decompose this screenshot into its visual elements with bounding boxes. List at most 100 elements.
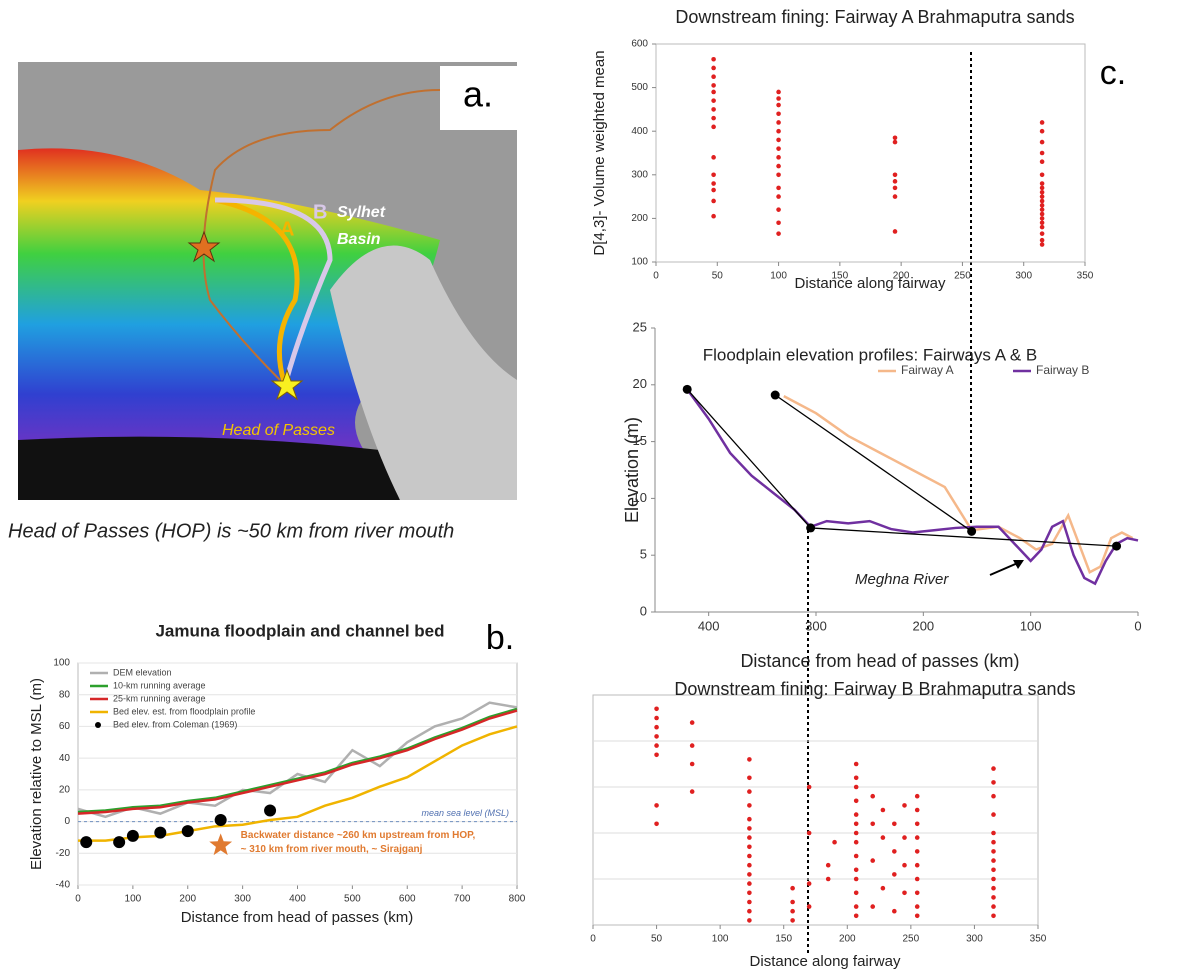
point [892, 849, 897, 854]
map-sea [18, 436, 400, 500]
x-tick-label: 200 [912, 619, 934, 634]
point [711, 155, 716, 160]
note: Backwater distance ~260 km upstream from… [241, 830, 476, 841]
point [747, 775, 752, 781]
point [914, 890, 920, 896]
point [654, 715, 659, 721]
point [902, 862, 907, 868]
point [853, 775, 859, 781]
legend-label: Bed elev. from Coleman (1969) [113, 719, 237, 729]
point [825, 876, 831, 882]
point [770, 390, 780, 400]
point [853, 890, 859, 896]
point [682, 384, 692, 394]
point [892, 229, 898, 234]
point [991, 812, 996, 817]
point [892, 172, 898, 178]
point [853, 784, 859, 790]
point [711, 213, 716, 219]
point [1039, 211, 1045, 217]
point [1039, 172, 1045, 178]
point [776, 163, 781, 169]
point [747, 908, 752, 914]
y-tick-label: 200 [631, 213, 648, 224]
point [870, 793, 876, 799]
panel-label: b. [486, 619, 514, 657]
x-tick-label: 300 [805, 619, 827, 634]
point [914, 904, 920, 909]
chart: Downstream fining: Fairway A Brahmaputra… [591, 7, 1126, 292]
point [689, 761, 695, 767]
point [870, 904, 876, 909]
point [853, 913, 859, 919]
y-tick-label: 15 [633, 433, 647, 448]
point [1039, 220, 1045, 226]
point [711, 89, 716, 95]
point [991, 885, 996, 891]
y-tick-label: -20 [56, 848, 71, 859]
point [747, 816, 752, 822]
x-axis-label: Distance from head of passes (km) [181, 909, 414, 926]
basin-label: Basin [337, 231, 381, 248]
point [711, 124, 716, 130]
legend-label: DEM elevation [113, 667, 172, 677]
point [1039, 159, 1045, 165]
point [991, 904, 996, 909]
x-tick-label: 0 [75, 894, 81, 905]
point [747, 835, 752, 840]
x-tick-label: 100 [712, 934, 729, 945]
x-tick-label: 600 [399, 894, 416, 905]
panel-label: c. [1100, 54, 1126, 92]
point [654, 724, 659, 730]
point [892, 185, 898, 191]
point [1039, 128, 1045, 134]
x-tick-label: 150 [832, 271, 849, 282]
x-tick-label: 250 [954, 271, 971, 282]
msl-label: mean sea level (MSL) [421, 808, 509, 818]
point [880, 885, 886, 891]
point [654, 752, 659, 758]
point [776, 111, 781, 117]
point [1039, 203, 1045, 208]
point [892, 908, 897, 914]
x-tick-label: 400 [698, 619, 720, 634]
point [991, 876, 996, 882]
legend-label: Bed elev. est. from floodplain profile [113, 706, 255, 716]
x-tick-label: 150 [775, 934, 792, 945]
point [711, 98, 716, 103]
point [914, 821, 920, 827]
series-line [77, 709, 518, 815]
point [654, 803, 659, 808]
caption: Head of Passes (HOP) is ~50 km from rive… [8, 520, 454, 542]
point [991, 780, 996, 785]
point [776, 120, 781, 125]
point [991, 839, 996, 845]
chart: Jamuna floodplain and channel bed b. Dista… [28, 619, 526, 926]
point [914, 862, 920, 868]
map-panel: a. A B Sylhet Basin Head of Passes Head … [8, 62, 517, 542]
point [991, 913, 996, 919]
point [113, 836, 126, 849]
point [654, 734, 659, 739]
point [776, 128, 781, 134]
y-tick-label: 600 [631, 39, 648, 50]
point [711, 198, 716, 204]
point [991, 793, 996, 799]
point [892, 821, 897, 827]
point [776, 146, 781, 151]
plot-frame [655, 43, 1086, 263]
annotation: Meghna River [855, 571, 949, 588]
x-tick-label: 350 [1030, 934, 1047, 945]
y-tick-label: -40 [56, 880, 71, 891]
point [1039, 189, 1045, 195]
point [747, 826, 752, 831]
point [747, 890, 752, 896]
point [711, 83, 716, 88]
y-tick-label: 10 [633, 490, 647, 505]
point [790, 899, 795, 905]
point [711, 115, 716, 121]
x-tick-label: 700 [454, 894, 471, 905]
y-tick-label: 0 [64, 816, 70, 827]
point [825, 862, 831, 868]
y-tick-label: 20 [59, 784, 71, 795]
